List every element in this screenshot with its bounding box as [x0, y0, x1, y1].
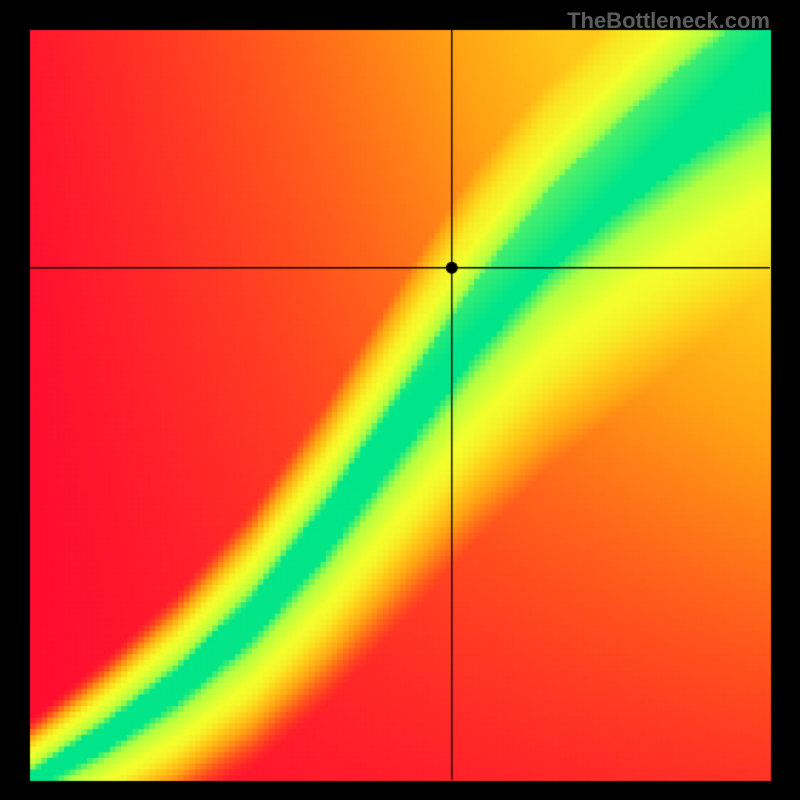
bottleneck-heatmap-canvas	[0, 0, 800, 800]
watermark-text: TheBottleneck.com	[567, 8, 770, 34]
